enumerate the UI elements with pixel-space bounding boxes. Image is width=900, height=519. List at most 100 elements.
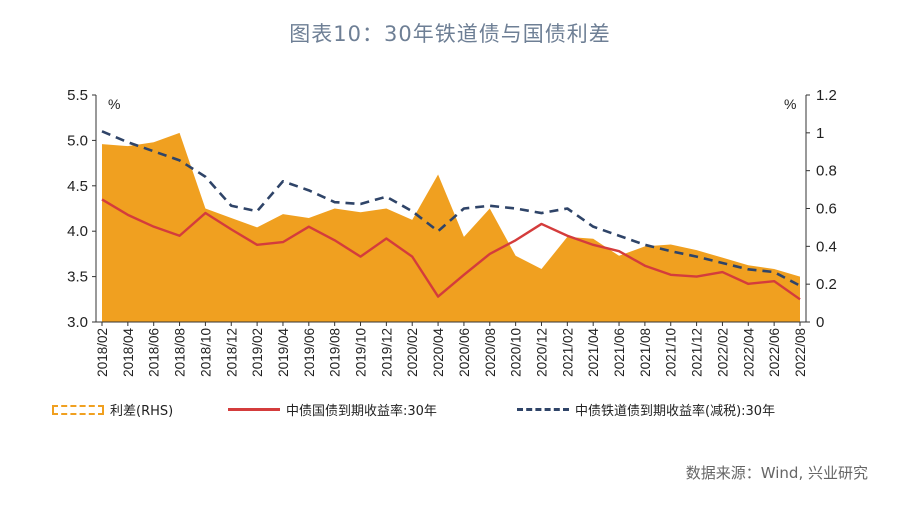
- data-point-rail-bond: [696, 256, 698, 258]
- data-point-spread: [205, 208, 207, 210]
- right-axis-tick-label: 0.4: [816, 238, 837, 255]
- axis-layer: 3.0 3.5 4.0 4.5 5.0 5.5 0 0.2 0.4 0.6 0.8 1 1.2% % 201…: [67, 87, 837, 377]
- data-point-gov-bond: [334, 239, 336, 241]
- data-point-spread: [308, 217, 310, 219]
- data-point-gov-bond: [256, 244, 258, 246]
- data-point-spread: [696, 249, 698, 251]
- data-point-spread: [256, 227, 258, 229]
- data-point-spread: [101, 143, 103, 145]
- data-point-rail-bond: [437, 230, 439, 232]
- data-point-gov-bond: [230, 229, 232, 231]
- right-axis-tick-label: 0.8: [816, 163, 837, 180]
- series-line-rail-bond: [101, 130, 801, 287]
- x-axis-tick-label: 2020/06: [457, 328, 472, 377]
- legend-label-gov-bond: 中债国债到期收益率:30年: [286, 404, 437, 419]
- data-point-gov-bond: [515, 239, 517, 241]
- data-point-gov-bond: [747, 283, 749, 285]
- data-point-rail-bond: [799, 285, 801, 287]
- data-point-rail-bond: [179, 160, 181, 162]
- data-point-gov-bond: [773, 280, 775, 282]
- data-point-spread: [747, 264, 749, 266]
- legend-item-spread: 利差(RHS): [52, 400, 173, 419]
- data-point-rail-bond: [670, 250, 672, 252]
- series-line-gov-bond: [101, 198, 801, 301]
- data-point-gov-bond: [567, 235, 569, 237]
- data-point-gov-bond: [205, 212, 207, 214]
- data-point-rail-bond: [747, 269, 749, 271]
- data-point-spread: [592, 238, 594, 240]
- data-point-gov-bond: [386, 238, 388, 240]
- right-axis-tick-label: 0: [816, 314, 824, 331]
- data-point-spread: [773, 268, 775, 270]
- data-point-gov-bond: [696, 276, 698, 278]
- legend-swatch-gov-bond: [228, 408, 280, 411]
- data-point-spread: [282, 213, 284, 215]
- data-point-rail-bond: [308, 190, 310, 192]
- legend-item-rail-bond: 中债铁道债到期收益率(减税):30年: [517, 400, 775, 419]
- left-axis-tick-label: 4.0: [67, 223, 88, 240]
- right-axis-unit: %: [784, 96, 796, 112]
- data-point-gov-bond: [644, 265, 646, 267]
- data-point-gov-bond: [437, 296, 439, 298]
- data-point-rail-bond: [773, 271, 775, 273]
- x-axis-tick-label: 2018/10: [198, 328, 213, 377]
- data-point-spread: [670, 244, 672, 246]
- data-point-spread: [644, 246, 646, 248]
- data-point-rail-bond: [256, 210, 258, 212]
- data-point-gov-bond: [670, 274, 672, 276]
- right-axis-tick-label: 0.2: [816, 276, 837, 293]
- x-axis-tick-label: 2020/12: [534, 328, 549, 377]
- x-axis-tick-label: 2018/02: [95, 328, 110, 377]
- data-point-rail-bond: [541, 212, 543, 214]
- data-point-gov-bond: [153, 226, 155, 228]
- legend-item-gov-bond: 中债国债到期收益率:30年: [228, 400, 437, 419]
- x-axis-tick-label: 2020/10: [509, 328, 524, 377]
- x-axis-tick-label: 2021/10: [664, 328, 679, 377]
- data-point-rail-bond: [127, 141, 129, 143]
- left-axis-tick-label: 4.5: [67, 178, 88, 195]
- data-point-rail-bond: [515, 208, 517, 210]
- x-axis-tick-label: 2022/04: [741, 328, 756, 377]
- data-point-gov-bond: [463, 274, 465, 276]
- data-point-spread: [515, 255, 517, 257]
- data-point-rail-bond: [463, 208, 465, 210]
- data-point-rail-bond: [644, 244, 646, 246]
- left-axis-tick-label: 3.5: [67, 269, 88, 286]
- right-axis-tick-label: 0.6: [816, 201, 837, 218]
- data-point-rail-bond: [282, 180, 284, 182]
- data-point-gov-bond: [127, 214, 129, 216]
- data-point-gov-bond: [282, 241, 284, 243]
- data-point-rail-bond: [153, 150, 155, 152]
- x-axis-tick-label: 2019/02: [250, 328, 265, 377]
- data-point-spread: [360, 211, 362, 213]
- left-axis-unit: %: [108, 96, 120, 112]
- legend-label-rail-bond: 中债铁道债到期收益率(减税):30年: [575, 404, 776, 419]
- data-point-gov-bond: [411, 256, 413, 258]
- data-point-gov-bond: [360, 256, 362, 258]
- source-note: 数据来源：Wind, 兴业研究: [685, 464, 868, 482]
- data-point-spread: [722, 257, 724, 259]
- x-axis-tick-label: 2018/04: [121, 328, 136, 377]
- x-axis-tick-label: 2021/08: [638, 328, 653, 377]
- x-axis-tick-label: 2019/08: [328, 328, 343, 377]
- data-point-spread: [179, 132, 181, 134]
- data-point-spread: [127, 145, 129, 147]
- data-point-rail-bond: [360, 203, 362, 205]
- data-point-rail-bond: [411, 210, 413, 212]
- data-point-gov-bond: [101, 199, 103, 201]
- chart-title: 图表10：30年铁道债与国债利差: [289, 22, 611, 46]
- x-axis-tick-label: 2022/02: [715, 328, 730, 377]
- left-axis-tick-label: 3.0: [67, 314, 88, 331]
- data-point-rail-bond: [489, 205, 491, 207]
- data-point-gov-bond: [722, 271, 724, 273]
- x-axis-tick-label: 2021/12: [690, 328, 705, 377]
- data-point-rail-bond: [386, 196, 388, 198]
- left-axis-tick-label: 5.0: [67, 132, 88, 149]
- legend-label-spread: 利差(RHS): [110, 404, 174, 419]
- x-axis-tick-label: 2021/02: [560, 328, 575, 377]
- data-point-rail-bond: [205, 176, 207, 178]
- x-axis-tick-label: 2018/06: [147, 328, 162, 377]
- data-point-spread: [411, 219, 413, 221]
- x-axis-tick-label: 2018/08: [173, 328, 188, 377]
- data-point-gov-bond: [308, 226, 310, 228]
